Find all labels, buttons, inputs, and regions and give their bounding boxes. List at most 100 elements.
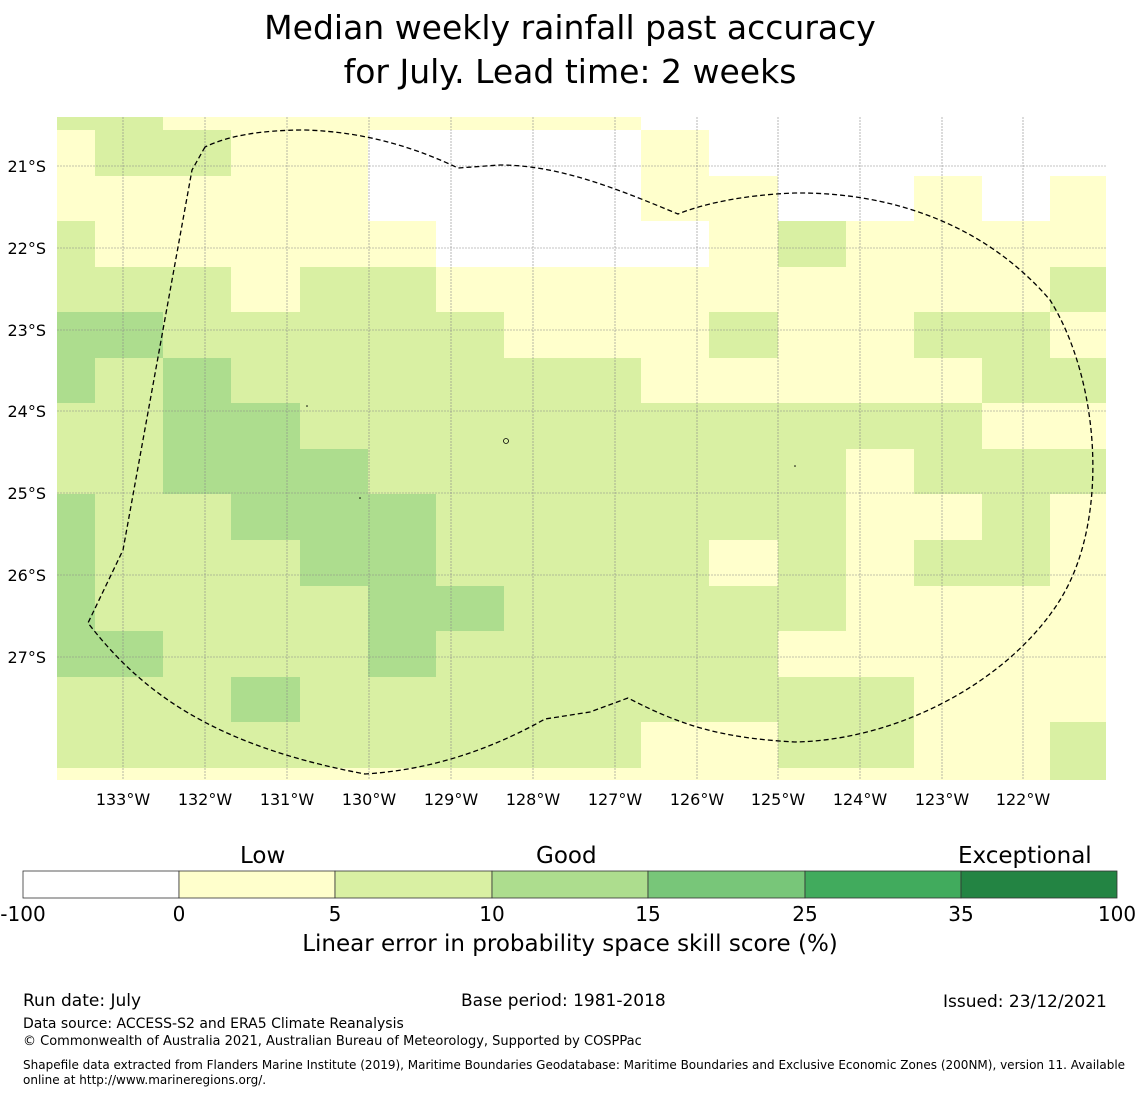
grid-cell (95, 722, 163, 768)
grid-cell (57, 631, 95, 677)
grid-cell (846, 312, 914, 358)
grid-cell (231, 117, 300, 130)
grid-cell (709, 768, 778, 780)
grid-cell (1050, 403, 1106, 449)
grid-cell (982, 312, 1050, 358)
grid-cell (914, 540, 982, 586)
grid-cell (57, 130, 95, 176)
grid-cell (231, 631, 300, 677)
grid-cell (95, 677, 163, 722)
grid-cell (641, 540, 709, 586)
longitude-label: 126°W (670, 790, 725, 809)
longitude-label: 131°W (260, 790, 315, 809)
longitude-label: 124°W (833, 790, 888, 809)
grid-cell (709, 267, 778, 312)
grid-cell (709, 403, 778, 449)
grid-cell (57, 312, 95, 358)
grid-cell (300, 586, 368, 631)
grid-cell (572, 117, 641, 130)
grid-cell (846, 631, 914, 677)
grid-cell (846, 117, 914, 130)
grid-cell (57, 221, 95, 267)
grid-cell (163, 540, 231, 586)
shapefile-credit: Shapefile data extracted from Flanders M… (23, 1058, 1126, 1087)
grid-cell (572, 449, 641, 494)
grid-cell (368, 117, 436, 130)
grid-cell (641, 221, 709, 267)
grid-cell (436, 267, 504, 312)
grid-cell (778, 540, 846, 586)
colorbar-segment (334, 870, 493, 899)
grid-cell (368, 494, 436, 540)
grid-cell (57, 267, 95, 312)
grid-cell (709, 540, 778, 586)
grid-cell (504, 586, 572, 631)
grid-cell (57, 768, 95, 780)
grid-cell (231, 540, 300, 586)
grid-cell (504, 358, 572, 403)
grid-cell (1050, 267, 1106, 312)
colorbar-segment (960, 870, 1118, 899)
grid-cell (641, 312, 709, 358)
grid-cell (1050, 221, 1106, 267)
colorbar-label: Linear error in probability space skill … (302, 931, 838, 957)
grid-cell (982, 722, 1050, 768)
grid-cell (231, 221, 300, 267)
grid-cell (300, 768, 368, 780)
issued-date: Issued: 23/12/2021 (943, 992, 1107, 1012)
grid-cell (982, 631, 1050, 677)
grid-cell (982, 768, 1050, 780)
grid-cell (709, 494, 778, 540)
grid-cell (300, 722, 368, 768)
grid-cell (368, 540, 436, 586)
grid-cell (1050, 312, 1106, 358)
grid-cell (572, 540, 641, 586)
grid-cell (572, 312, 641, 358)
grid-cell (641, 677, 709, 722)
grid-cell (95, 449, 163, 494)
grid-cell (231, 449, 300, 494)
grid-cell (572, 494, 641, 540)
latitude-label: 23°S (7, 321, 46, 340)
longitude-label: 130°W (342, 790, 397, 809)
grid-cell (914, 586, 982, 631)
grid-cell (846, 494, 914, 540)
grid-cell (368, 722, 436, 768)
grid-cell (504, 403, 572, 449)
grid-cell (846, 586, 914, 631)
grid-cell (982, 586, 1050, 631)
grid-cell (436, 449, 504, 494)
grid-cell (300, 403, 368, 449)
grid-cell (504, 677, 572, 722)
grid-cell (914, 768, 982, 780)
grid-cell (231, 312, 300, 358)
latitude-labels: 21°S 22°S 23°S 24°S 25°S 26°S 27°S (7, 157, 46, 667)
grid-cell (846, 176, 914, 221)
grid-cell (163, 586, 231, 631)
grid-cell (231, 130, 300, 176)
grid-cell (95, 768, 163, 780)
grid-cell (368, 586, 436, 631)
grid-cell (368, 358, 436, 403)
longitude-label: 127°W (588, 790, 643, 809)
grid-cell (641, 768, 709, 780)
grid-cell (709, 631, 778, 677)
grid-cell (914, 130, 982, 176)
grid-cell (572, 722, 641, 768)
grid-cell (572, 358, 641, 403)
grid-cell (300, 449, 368, 494)
grid-cell (641, 267, 709, 312)
grid-cell (504, 221, 572, 267)
colorbar-segment (178, 870, 336, 899)
grid-cell (778, 722, 846, 768)
longitude-label: 133°W (96, 790, 151, 809)
grid-cell (914, 117, 982, 130)
grid-cell (368, 631, 436, 677)
grid-cell (504, 312, 572, 358)
grid-cell (709, 130, 778, 176)
grid-cell (57, 722, 95, 768)
grid-cell (436, 768, 504, 780)
grid-cell (846, 722, 914, 768)
grid-cell (231, 586, 300, 631)
